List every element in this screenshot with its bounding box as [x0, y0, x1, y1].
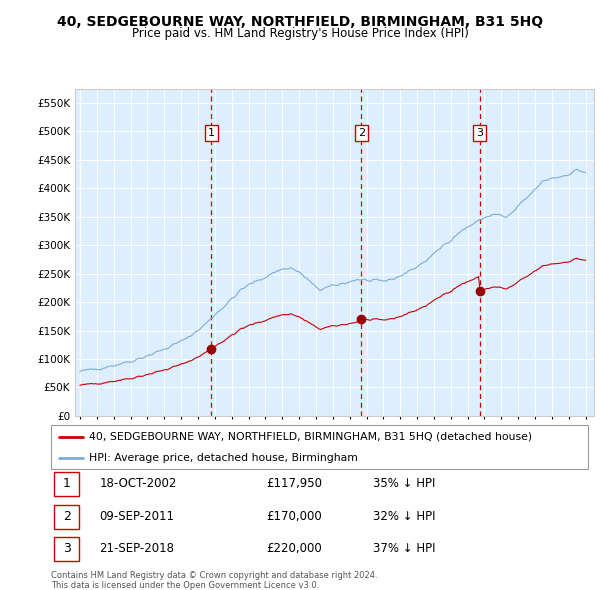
Text: Contains HM Land Registry data © Crown copyright and database right 2024.: Contains HM Land Registry data © Crown c… [51, 571, 377, 580]
Text: 2: 2 [358, 127, 365, 137]
Text: 09-SEP-2011: 09-SEP-2011 [100, 510, 175, 523]
Text: 1: 1 [208, 127, 215, 137]
Text: 40, SEDGEBOURNE WAY, NORTHFIELD, BIRMINGHAM, B31 5HQ: 40, SEDGEBOURNE WAY, NORTHFIELD, BIRMING… [57, 15, 543, 29]
Text: This data is licensed under the Open Government Licence v3.0.: This data is licensed under the Open Gov… [51, 581, 319, 589]
Text: HPI: Average price, detached house, Birmingham: HPI: Average price, detached house, Birm… [89, 453, 358, 463]
Text: 1: 1 [62, 477, 71, 490]
Text: 21-SEP-2018: 21-SEP-2018 [100, 542, 175, 555]
Text: 3: 3 [476, 127, 483, 137]
Text: 37% ↓ HPI: 37% ↓ HPI [373, 542, 436, 555]
Text: £170,000: £170,000 [266, 510, 322, 523]
Text: 32% ↓ HPI: 32% ↓ HPI [373, 510, 436, 523]
Bar [53, 537, 79, 561]
Bar [53, 505, 79, 529]
Text: 35% ↓ HPI: 35% ↓ HPI [373, 477, 436, 490]
Text: 3: 3 [62, 542, 71, 555]
Text: 18-OCT-2002: 18-OCT-2002 [100, 477, 177, 490]
Bar [53, 473, 79, 496]
Text: Price paid vs. HM Land Registry's House Price Index (HPI): Price paid vs. HM Land Registry's House … [131, 27, 469, 40]
Text: £220,000: £220,000 [266, 542, 322, 555]
Text: 40, SEDGEBOURNE WAY, NORTHFIELD, BIRMINGHAM, B31 5HQ (detached house): 40, SEDGEBOURNE WAY, NORTHFIELD, BIRMING… [89, 432, 532, 442]
Text: 2: 2 [62, 510, 71, 523]
Text: £117,950: £117,950 [266, 477, 322, 490]
